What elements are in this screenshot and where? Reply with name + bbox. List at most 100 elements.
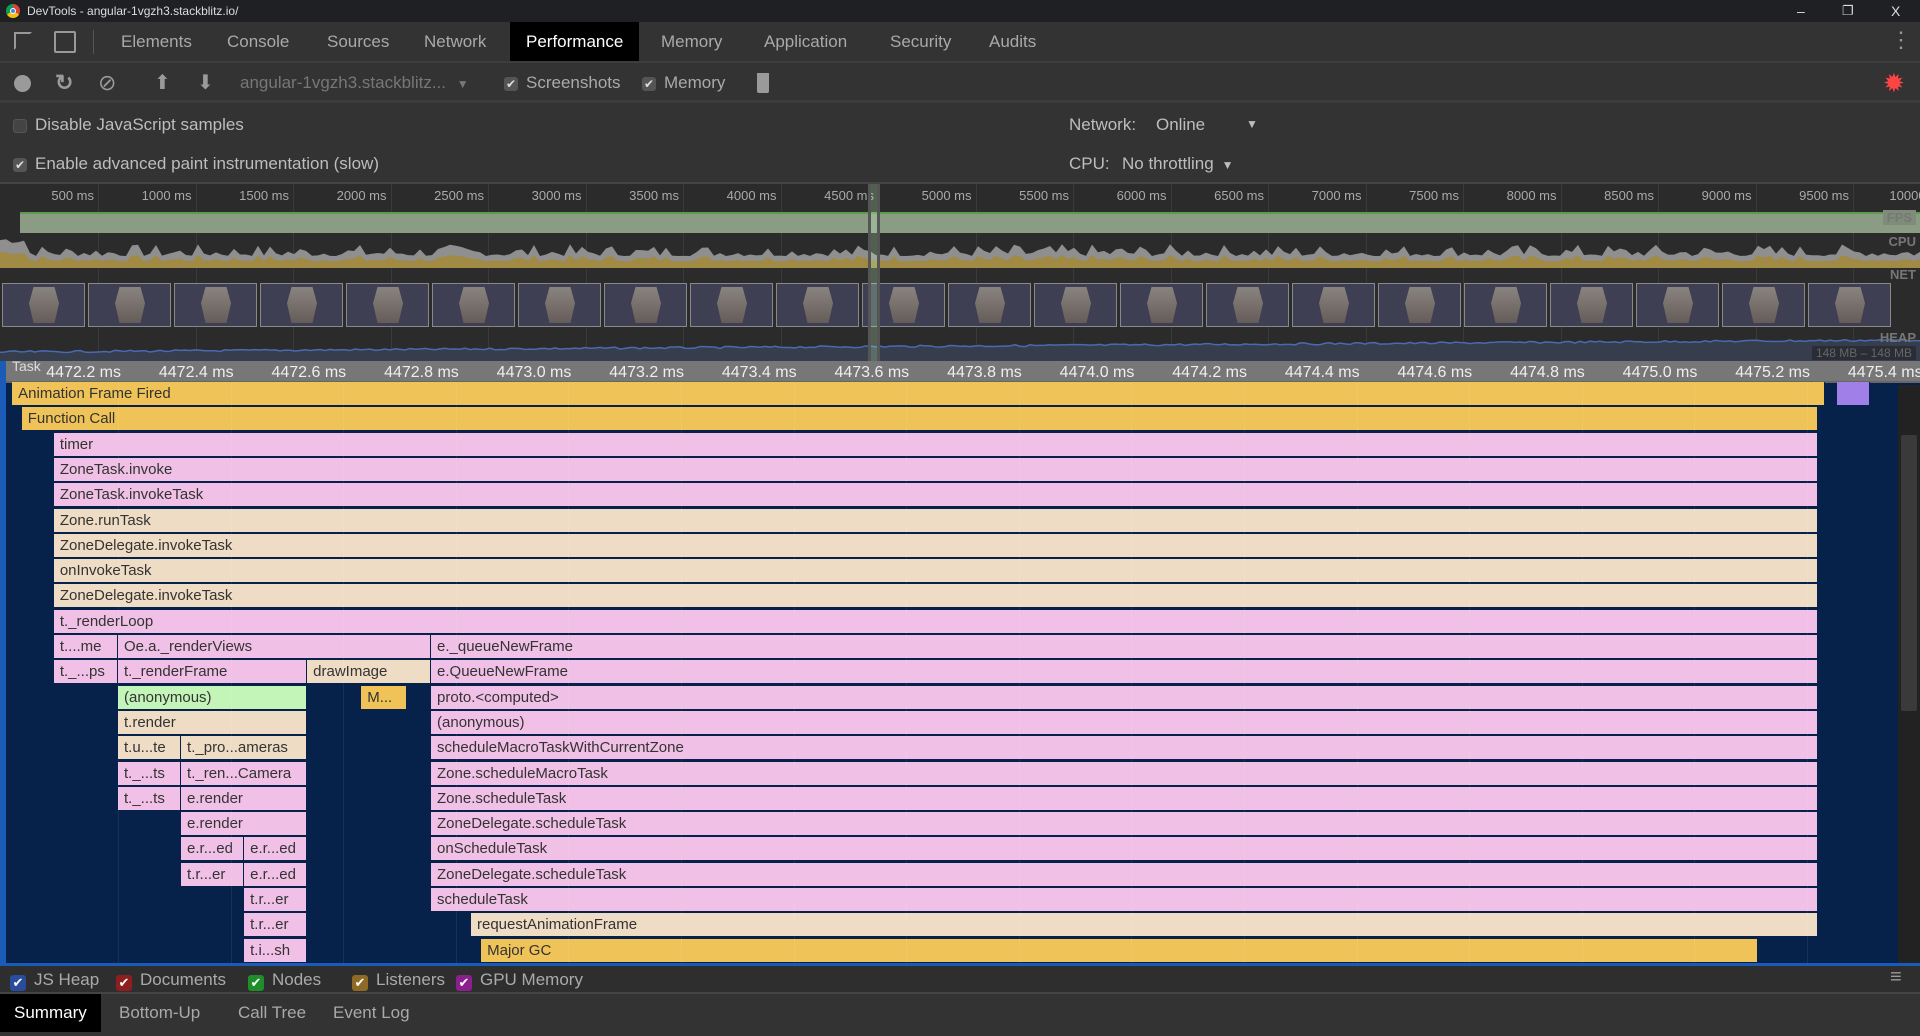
screenshot-thumbnail[interactable] [776,283,859,327]
memory-checkbox[interactable]: ✔ Memory [642,63,725,103]
flame-event[interactable]: Major GC [481,938,1758,962]
screenshot-thumbnail[interactable] [948,283,1031,327]
minimize-button[interactable]: – [1797,3,1805,19]
tab-network[interactable]: Network [424,32,487,51]
flame-event[interactable]: t._renderLoop [53,609,1819,633]
scrollbar[interactable] [1898,385,1920,963]
network-throttling-select[interactable]: Online ▼ [1156,115,1261,135]
legend-listeners-checkbox[interactable]: ✔ Listeners [352,970,445,991]
flame-event[interactable]: Oe.a._renderViews [118,635,432,658]
tab-security[interactable]: Security [890,32,952,51]
legend-documents-checkbox[interactable]: ✔ Documents [116,970,226,991]
flame-event[interactable] [1836,382,1871,405]
load-profile-icon[interactable]: ⬆ [154,72,171,94]
flame-event[interactable]: t....me [53,635,118,658]
flame-event[interactable]: (anonymous) [431,710,1819,734]
screenshot-thumbnail[interactable] [1464,283,1547,327]
flame-event[interactable]: t._...ps [53,660,118,684]
flame-event[interactable]: e.r...ed [244,837,308,861]
screenshot-thumbnail[interactable] [1722,283,1805,327]
screenshot-thumbnail[interactable] [1206,283,1289,327]
flame-event[interactable]: t.r...er [181,862,245,886]
flame-event[interactable]: ZoneDelegate.invokeTask [53,584,1819,608]
screenshot-thumbnail[interactable] [1120,283,1203,327]
flame-event[interactable]: e.QueueNewFrame [431,660,1819,684]
tab-console[interactable]: Console [227,32,290,51]
reload-icon[interactable]: ↻ [55,70,74,95]
advanced-paint-checkbox[interactable]: ✔ Enable advanced paint instrumentation (… [13,154,379,174]
tab-performance[interactable]: Performance [510,22,640,61]
record-icon[interactable] [14,75,31,92]
tab-memory[interactable]: Memory [661,32,723,51]
flame-event[interactable]: t.r...er [244,913,308,937]
legend-js-heap-checkbox[interactable]: ✔ JS Heap [10,970,99,991]
tab-event-log[interactable]: Event Log [333,1003,410,1022]
screenshot-thumbnail[interactable] [518,283,601,327]
flame-event[interactable]: ZoneTask.invoke [53,457,1819,481]
flame-event[interactable]: e.render [181,812,308,836]
screenshot-thumbnail[interactable] [604,283,687,327]
screenshot-thumbnail[interactable] [1636,283,1719,327]
flame-event[interactable]: Zone.scheduleMacroTask [431,761,1819,785]
flame-event[interactable]: (anonymous) [118,685,308,709]
screenshot-thumbnail[interactable] [862,283,945,327]
flame-event[interactable]: Zone.runTask [53,508,1819,532]
tab-audits[interactable]: Audits [989,32,1037,51]
restore-button[interactable]: ❐ [1842,3,1854,18]
flame-event[interactable]: timer [53,432,1819,456]
screenshot-thumbnail[interactable] [690,283,773,327]
flame-event[interactable]: ZoneTask.invokeTask [53,483,1819,507]
flame-event[interactable]: Function Call [21,407,1819,431]
flame-event[interactable]: t.r...er [244,888,308,911]
flame-event[interactable]: M... [361,685,407,709]
flame-event[interactable]: t.render [118,710,308,734]
flame-event[interactable]: Animation Frame Fired [12,382,1825,405]
flame-event[interactable]: scheduleTask [431,888,1819,911]
close-button[interactable]: X [1891,3,1901,19]
scrollbar-thumb[interactable] [1901,435,1917,711]
screenshot-thumbnail[interactable] [88,283,171,327]
tab-elements[interactable]: Elements [121,32,192,51]
screenshot-thumbnail[interactable] [346,283,429,327]
flame-event[interactable]: t._...ts [118,761,182,785]
recording-select[interactable]: angular-1vgzh3.stackblitz... ▼ [240,63,469,104]
selection-window-handle[interactable] [868,184,881,362]
screenshot-thumbnail[interactable] [1378,283,1461,327]
flame-event[interactable]: proto.<computed> [431,685,1819,709]
disable-js-samples-checkbox[interactable]: Disable JavaScript samples [13,115,244,135]
flame-event[interactable]: onScheduleTask [431,837,1819,861]
legend-nodes-checkbox[interactable]: ✔ Nodes [248,970,321,991]
screenshot-thumbnail[interactable] [260,283,343,327]
clear-icon[interactable]: ⊘ [98,70,117,95]
flame-event[interactable]: e.r...ed [181,837,245,861]
more-options-icon[interactable]: ⋮ [1890,27,1912,52]
tab-application[interactable]: Application [764,32,848,51]
capture-settings-gear-icon[interactable]: ✹ [1883,68,1905,98]
flame-event[interactable]: Zone.scheduleTask [431,786,1819,810]
flame-event[interactable]: e._queueNewFrame [431,635,1819,658]
screenshot-thumbnail[interactable] [2,283,85,327]
flame-chart[interactable]: Task 4472.2 ms 4472.4 ms 4472.6 ms 4472.8 m… [0,361,1920,963]
flame-event[interactable]: t._ren...Camera [181,761,308,785]
flame-event[interactable]: drawImage [307,660,432,684]
flame-event[interactable]: e.render [181,786,308,810]
tab-bottom-up[interactable]: Bottom-Up [119,1003,201,1022]
tab-summary[interactable]: Summary [0,994,101,1032]
flame-event[interactable]: t._...ts [118,786,182,810]
flame-event[interactable]: ZoneDelegate.scheduleTask [431,812,1819,836]
flame-event[interactable]: onInvokeTask [53,559,1819,583]
inspect-element-icon[interactable] [14,32,32,50]
screenshot-thumbnail[interactable] [1808,283,1891,327]
flame-event[interactable]: e.r...ed [244,862,308,886]
flame-event[interactable]: ZoneDelegate.scheduleTask [431,862,1819,886]
flame-event[interactable]: requestAnimationFrame [471,913,1819,937]
flame-event[interactable]: ZoneDelegate.invokeTask [53,533,1819,557]
cpu-throttling-select[interactable]: No throttling ▼ [1122,154,1234,174]
flame-event[interactable]: scheduleMacroTaskWithCurrentZone [431,736,1819,760]
screenshot-thumbnail[interactable] [174,283,257,327]
screenshots-checkbox[interactable]: ✔ Screenshots [504,63,621,103]
timeline-overview[interactable]: 500 ms 1000 ms 1500 ms 2000 ms 2500 ms 3000 m… [0,184,1920,362]
tab-call-tree[interactable]: Call Tree [238,1003,307,1022]
flame-event[interactable]: t._renderFrame [118,660,308,684]
device-toolbar-icon[interactable] [54,31,76,53]
